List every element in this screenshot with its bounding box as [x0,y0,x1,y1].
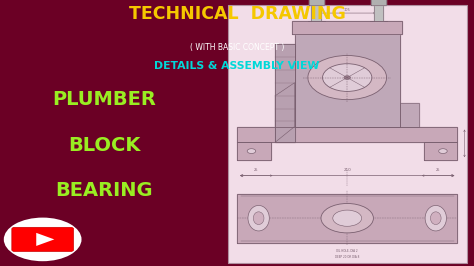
Ellipse shape [253,212,264,225]
Polygon shape [36,233,55,246]
Polygon shape [424,142,457,160]
Text: TECHNICAL  DRAWING: TECHNICAL DRAWING [128,5,346,23]
Polygon shape [374,5,383,21]
Polygon shape [294,34,400,127]
Circle shape [308,56,386,100]
Polygon shape [292,21,402,34]
Circle shape [247,149,255,153]
Ellipse shape [248,205,269,231]
Polygon shape [275,44,294,142]
Text: 25: 25 [436,168,440,172]
Ellipse shape [430,212,441,225]
Circle shape [322,64,372,92]
Text: BEARING: BEARING [55,181,153,200]
Circle shape [333,210,362,226]
Polygon shape [275,83,294,142]
Text: ( WITH BASIC CONCEPT ): ( WITH BASIC CONCEPT ) [190,43,284,52]
Text: DETAILS & ASSEMBLY VIEW: DETAILS & ASSEMBLY VIEW [155,61,319,71]
Polygon shape [400,103,419,127]
Polygon shape [311,5,321,21]
Text: 105: 105 [344,8,351,12]
Polygon shape [237,142,271,160]
Ellipse shape [425,205,447,231]
Text: 210: 210 [343,168,351,172]
Text: PLUMBER: PLUMBER [52,90,156,109]
Circle shape [344,76,350,80]
Text: OIL HOLE, DIA 2: OIL HOLE, DIA 2 [337,249,358,253]
FancyBboxPatch shape [228,5,467,263]
Polygon shape [371,0,386,5]
Polygon shape [237,127,457,142]
Polygon shape [237,194,457,243]
Text: DEEP 20 OR DIA 8: DEEP 20 OR DIA 8 [335,255,359,259]
Circle shape [321,203,374,233]
Text: 25: 25 [254,168,258,172]
FancyBboxPatch shape [12,227,73,251]
Circle shape [4,218,82,261]
Circle shape [438,149,447,153]
Polygon shape [309,0,324,5]
Text: BLOCK: BLOCK [68,136,140,155]
